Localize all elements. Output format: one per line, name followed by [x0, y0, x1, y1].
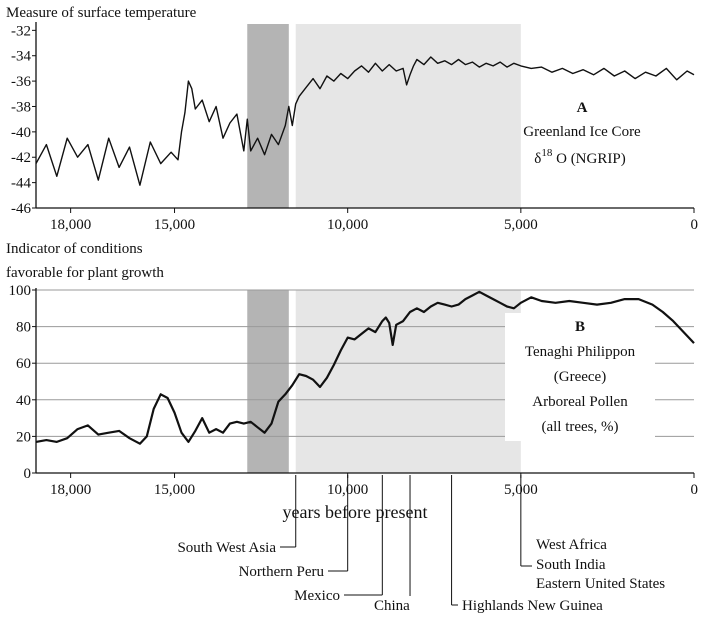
- panel-b-shaded-periods: [247, 290, 521, 473]
- panel-a-ylabel: Measure of surface temperature: [6, 5, 197, 21]
- panel-b-ytick-label-3: 60: [16, 356, 31, 372]
- panel-a-x-ticks: 18,000 15,000 10,000 5,000 0: [50, 208, 698, 233]
- panel-a-xtick-label-2: 10,000: [327, 217, 368, 233]
- panel-b-source-line4: (all trees, %): [541, 419, 618, 435]
- panel-a-series-line: [35, 56, 695, 186]
- panel-a-ytick-label-7: -46: [11, 201, 31, 217]
- panel-b-letter: B: [575, 319, 585, 335]
- panel-a-xtick-label-4: 0: [691, 217, 699, 233]
- panel-a-shaded-periods: [247, 24, 521, 208]
- panel-a-greenland-ice-core: Measure of surface temperature -32 -34 -36…: [6, 5, 698, 233]
- panel-b-ytick-label-4: 80: [16, 320, 31, 336]
- panel-b-shade-1: [295, 290, 521, 473]
- label-south-india: South India: [536, 557, 606, 573]
- panel-b-y-ticks: 0 20 40 60 80 100: [9, 283, 36, 482]
- panel-a-letter: A: [577, 100, 588, 116]
- panel-b-xtick-label-0: 18,000: [50, 482, 91, 498]
- delta-symbol: δ: [534, 151, 541, 167]
- panel-b-source-line2: (Greece): [554, 369, 606, 385]
- panel-b-x-ticks: 18,000 15,000 10,000 5,000 0: [50, 473, 698, 498]
- panel-b-annotation-backdrop: [505, 313, 655, 441]
- isotope-rest: O (NGRIP): [552, 151, 625, 167]
- label-highlands-new-guinea: Highlands New Guinea: [462, 598, 603, 614]
- label-northern-peru: Northern Peru: [239, 564, 325, 580]
- panel-b-xlabel: years before present: [283, 502, 428, 522]
- panel-a-xtick-label-0: 18,000: [50, 217, 91, 233]
- panel-a-ytick-label-3: -38: [11, 99, 31, 115]
- panel-b-source-line1: Tenaghi Philippon: [525, 344, 636, 360]
- panel-a-axes: [35, 22, 694, 209]
- panel-b-ytick-label-2: 40: [16, 393, 31, 409]
- label-west-africa: West Africa: [536, 537, 607, 553]
- label-eastern-united-states: Eastern United States: [536, 576, 665, 592]
- panel-a-ytick-label-5: -42: [11, 150, 31, 166]
- panel-b-xtick-label-4: 0: [691, 482, 699, 498]
- panel-b-series-line: [35, 290, 695, 445]
- panel-a-source-line2: δ18 O (NGRIP): [534, 147, 625, 167]
- panel-a-ytick-label-6: -44: [11, 176, 31, 192]
- panel-a-annotation: A Greenland Ice Core δ18 O (NGRIP): [523, 100, 641, 167]
- label-china: China: [374, 598, 410, 614]
- panel-b-ytick-label-5: 100: [9, 283, 32, 299]
- panel-b-source-line3: Arboreal Pollen: [532, 394, 628, 410]
- panel-b-ylabel-line1: Indicator of conditions: [6, 241, 143, 257]
- label-south-west-asia: South West Asia: [177, 540, 276, 556]
- panel-b-axes: [35, 288, 694, 474]
- panel-b-ytick-label-0: 0: [24, 466, 32, 482]
- panel-a-shade-1: [295, 24, 521, 208]
- panel-a-y-ticks: -32 -34 -36 -38 -40 -42 -44 -46: [11, 23, 36, 217]
- panel-a-xtick-label-3: 5,000: [504, 217, 538, 233]
- isotope-superscript: 18: [541, 147, 553, 159]
- panel-a-ytick-label-1: -34: [11, 49, 31, 65]
- panel-a-shade-0: [247, 24, 289, 208]
- panel-b-annotation: B Tenaghi Philippon (Greece) Arboreal Po…: [505, 313, 655, 441]
- panel-b-ylabel-line2: favorable for plant growth: [6, 265, 164, 281]
- panel-b-xtick-label-1: 15,000: [154, 482, 195, 498]
- panel-a-ytick-label-4: -40: [11, 125, 31, 141]
- panel-b-ytick-label-1: 20: [16, 429, 31, 445]
- panel-a-ytick-label-2: -36: [11, 74, 31, 90]
- panel-a-xtick-label-1: 15,000: [154, 217, 195, 233]
- panel-b-tenaghi-philippon: Indicator of conditions favorable for pl…: [6, 241, 698, 522]
- label-mexico: Mexico: [294, 588, 340, 604]
- panel-a-source-line1: Greenland Ice Core: [523, 124, 641, 140]
- domestication-leader-lines: [280, 475, 532, 606]
- panel-b-shade-0: [247, 290, 289, 473]
- domestication-labels: South West Asia Northern Peru Mexico Chi…: [177, 537, 665, 614]
- panel-a-ytick-label-0: -32: [11, 23, 31, 39]
